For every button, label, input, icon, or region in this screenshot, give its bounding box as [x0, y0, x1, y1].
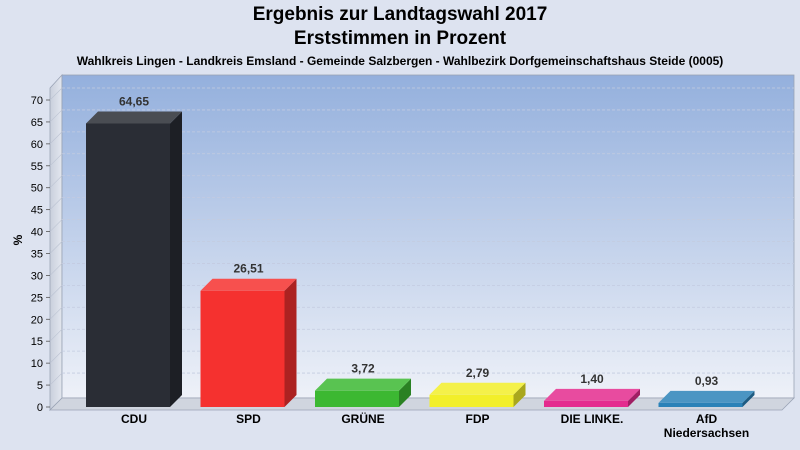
data-label: 2,79 [466, 366, 490, 380]
y-tick-label: 5 [37, 380, 43, 392]
y-tick-label: 20 [31, 314, 43, 326]
y-tick-label: 35 [31, 249, 43, 261]
chart-title: Ergebnis zur Landtagswahl 2017 [252, 4, 548, 25]
wall-gridline [49, 175, 63, 188]
bar-side [399, 378, 411, 407]
bar-die-linke- [544, 388, 640, 407]
y-tick-label: 45 [31, 205, 43, 217]
labels: 64,65 CDU 26,51 SPD 3,72 GRÜNE 2,79 FDP 1,40 DIE … [119, 94, 749, 440]
y-tick-label: 50 [31, 183, 43, 195]
bar-cdu [86, 111, 182, 408]
y-tick-label: 55 [31, 161, 43, 173]
y-axis: 0 5 10 15 20 25 30 35 40 45 50 55 60 65 70 [31, 95, 50, 414]
bars [86, 111, 755, 408]
bar-spd [200, 278, 297, 407]
data-label: 1,40 [580, 372, 604, 386]
wall-gridline [49, 285, 63, 298]
bar-front [86, 123, 170, 408]
bar-top [200, 278, 297, 291]
bar-side [513, 382, 526, 407]
wall-gridline [49, 131, 63, 145]
wall-gridline [49, 219, 63, 232]
bar-top [86, 111, 182, 124]
x-tick-label: Niedersachsen [664, 426, 749, 440]
chart-subtitle: Erststimmen in Prozent [293, 28, 507, 49]
data-label: 0,93 [695, 374, 719, 388]
bar-top [658, 390, 755, 403]
left-wall [49, 73, 63, 411]
wall-gridline [49, 372, 63, 386]
wall-gridline [49, 87, 63, 101]
chart-caption: Wahlkreis Lingen - Landkreis Emsland - G… [76, 54, 724, 68]
bar-top [429, 382, 526, 395]
bar-side [170, 111, 182, 408]
bar-front [315, 390, 399, 407]
x-tick-label: DIE LINKE. [561, 412, 624, 426]
bar-side [284, 278, 297, 407]
wall-gridline [49, 329, 63, 342]
y-tick-label: 40 [31, 227, 43, 239]
bar-top [315, 378, 411, 391]
y-tick-label: 70 [31, 95, 43, 107]
wall-gridline [49, 241, 63, 254]
bar-front [200, 290, 285, 407]
bar-fdp [429, 382, 526, 407]
y-tick-label: 65 [31, 117, 43, 129]
gridlines [49, 87, 794, 386]
wall-gridline [49, 263, 63, 276]
y-tick-label: 10 [31, 358, 43, 370]
x-tick-label: AfD [696, 412, 718, 426]
bar-top [544, 388, 640, 401]
data-label: 3,72 [351, 362, 375, 376]
y-tick-label: 25 [31, 292, 43, 304]
data-label: 64,65 [119, 94, 149, 108]
wall-gridline [49, 350, 63, 364]
bar-afd-niedersachsen [658, 390, 755, 407]
y-tick-label: 30 [31, 270, 43, 282]
wall-gridline [49, 307, 63, 320]
x-tick-label: GRÜNE [341, 411, 384, 426]
x-tick-label: SPD [236, 412, 261, 426]
x-tick-label: CDU [121, 412, 147, 426]
wall-gridline [49, 197, 63, 210]
x-tick-label: FDP [466, 412, 490, 426]
bar-front [658, 402, 743, 407]
bar-gr-ne [315, 378, 411, 407]
data-label: 26,51 [233, 262, 263, 276]
wall-gridline [49, 153, 63, 166]
y-tick-label: 60 [31, 139, 43, 151]
plot-background [61, 74, 795, 399]
bar-front [429, 394, 514, 407]
bar-side [742, 390, 755, 407]
wall-gridline [49, 109, 63, 123]
y-tick-label: 15 [31, 336, 43, 348]
y-axis-label: % [11, 234, 25, 245]
bar-front [544, 400, 628, 407]
bar-side [628, 388, 640, 407]
y-tick-label: 0 [37, 402, 43, 414]
